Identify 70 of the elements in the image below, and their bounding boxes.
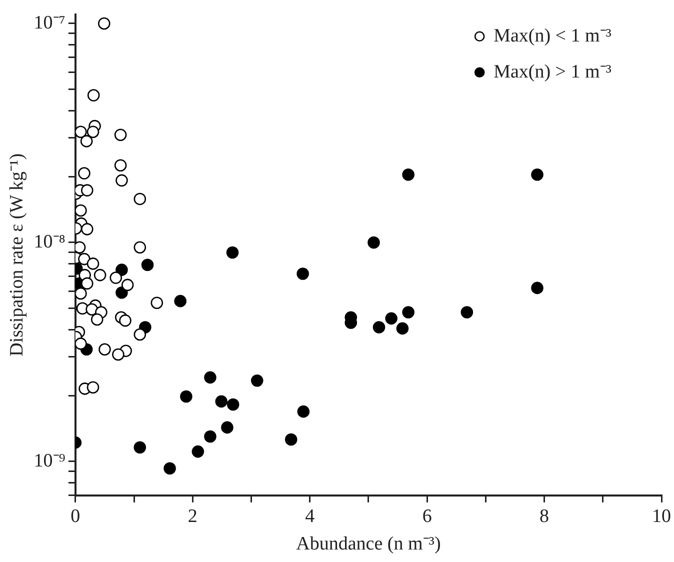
x-tick-label: 0 (70, 506, 80, 527)
point (134, 441, 146, 454)
point (75, 204, 87, 217)
point (385, 312, 398, 325)
point (531, 168, 544, 181)
point (114, 159, 127, 172)
point (121, 278, 134, 292)
point (75, 287, 87, 300)
point (164, 462, 176, 475)
point (75, 241, 86, 254)
point (250, 374, 264, 387)
legend-label: Max(n) > 1 m⁻³ (494, 61, 612, 82)
point (460, 306, 474, 318)
point (221, 421, 234, 434)
point (86, 381, 100, 394)
point (98, 17, 110, 30)
x-axis-title: Abundance (n m⁻³) (296, 534, 441, 555)
x-tick-label: 4 (305, 506, 316, 527)
point (116, 264, 128, 276)
point (87, 89, 100, 102)
point (402, 306, 414, 318)
point (296, 268, 309, 280)
point (80, 184, 94, 196)
y-tick-label: 10⁻⁹ (34, 450, 66, 472)
point (192, 445, 204, 458)
point (80, 223, 94, 236)
point (150, 296, 164, 310)
point (80, 277, 94, 290)
point (78, 252, 90, 266)
point (110, 272, 122, 284)
point (134, 241, 146, 254)
point (114, 128, 127, 142)
point (372, 321, 386, 334)
point (78, 167, 90, 180)
point (204, 430, 216, 443)
point (368, 236, 380, 249)
x-tick-label: 2 (188, 506, 198, 527)
point (134, 328, 146, 341)
point (204, 371, 216, 384)
point (134, 192, 146, 206)
y-axis-title: Dissipation rate ε (W kg⁻¹) (6, 153, 28, 356)
x-tick-label: 10 (652, 506, 671, 527)
point (141, 258, 154, 272)
point (116, 174, 128, 187)
point (98, 343, 111, 356)
point (80, 135, 93, 148)
point (94, 268, 106, 282)
legend-label: Max(n) < 1 m⁻³ (494, 25, 612, 46)
point (86, 258, 100, 270)
point (119, 314, 132, 327)
point (226, 398, 240, 411)
point (75, 126, 87, 138)
point (297, 405, 310, 418)
y-tick-label: 10⁻⁸ (34, 231, 66, 252)
point (180, 390, 192, 403)
point (284, 433, 298, 446)
y-tick-label: 10⁻⁷ (34, 12, 66, 34)
point (86, 126, 100, 138)
point (90, 313, 104, 326)
point (396, 322, 409, 335)
point (112, 348, 124, 361)
x-tick-label: 8 (540, 506, 550, 527)
point (402, 168, 414, 181)
x-tick-label: 6 (422, 506, 432, 527)
point (174, 294, 186, 308)
point (531, 282, 544, 294)
point (116, 286, 128, 299)
point (226, 246, 239, 259)
point (75, 338, 87, 350)
point (215, 395, 228, 408)
